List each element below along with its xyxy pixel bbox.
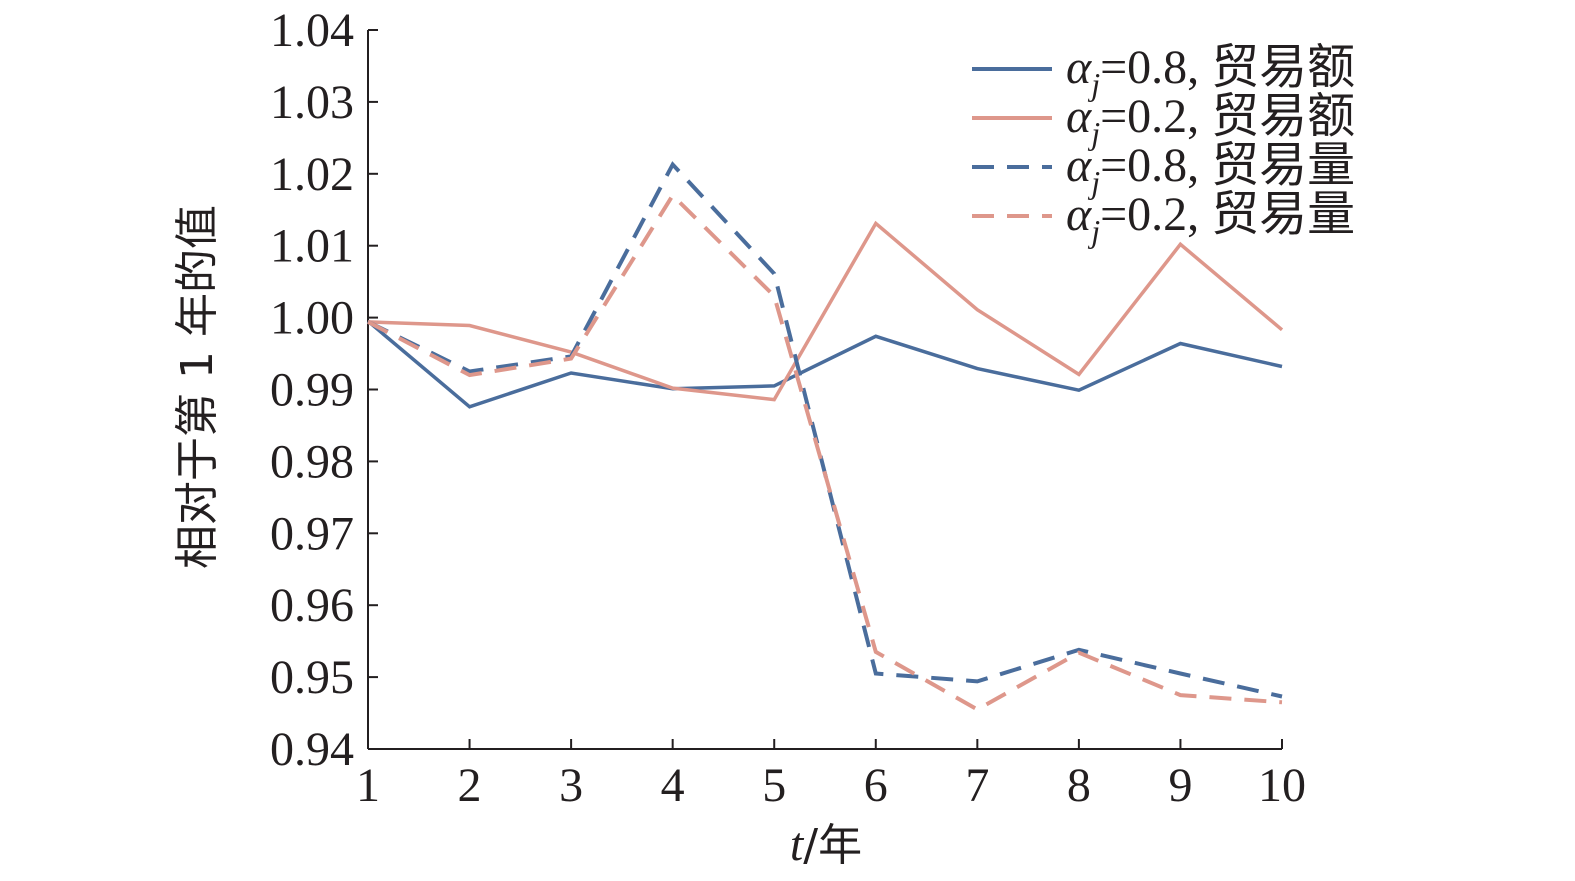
legend-label-2: αj=0.2, 贸易额 (1066, 90, 1355, 151)
x-axis-title-variable: t (790, 818, 805, 871)
x-tick-label: 7 (965, 759, 989, 812)
legend-label-4: αj=0.2, 贸易量 (1066, 188, 1355, 249)
y-tick-label: 1.00 (270, 292, 354, 345)
y-tick-label: 0.95 (270, 651, 354, 704)
legend-label-1: αj=0.8, 贸易额 (1066, 41, 1355, 102)
y-tick-label: 0.96 (270, 579, 354, 632)
y-tick-label: 1.02 (270, 148, 354, 201)
x-tick-label: 4 (661, 759, 685, 812)
legend-label-3: αj=0.8, 贸易量 (1066, 139, 1355, 200)
x-tick-label: 5 (762, 759, 786, 812)
x-axis-title: t/年 (790, 818, 862, 871)
y-tick-label: 0.98 (270, 435, 354, 488)
series-line-4 (367, 192, 1283, 712)
series-layer (366, 161, 1284, 712)
series-line-1 (366, 319, 1283, 409)
series-line-2 (367, 220, 1284, 402)
y-tick-label: 1.01 (270, 220, 354, 273)
series-line-3 (367, 161, 1283, 699)
x-tick-label: 9 (1168, 759, 1192, 812)
x-tick-label: 6 (864, 759, 888, 812)
x-tick-label: 8 (1067, 759, 1091, 812)
x-tick-label: 3 (559, 759, 583, 812)
x-tick-label: 2 (458, 759, 482, 812)
axes: 0.94 0.95 0.96 0.97 0.98 0.99 1.00 1.01 1.02 1.03… (270, 4, 1306, 812)
y-tick-label: 0.94 (270, 723, 354, 776)
y-tick-label: 1.03 (270, 76, 354, 129)
y-tick-label: 0.99 (270, 364, 354, 417)
x-tick-label: 10 (1258, 759, 1306, 812)
y-tick-label: 0.97 (270, 507, 354, 560)
y-axis-title: 相对于第 1 年的值 (172, 205, 223, 569)
x-axis-title-unit: /年 (803, 820, 862, 871)
x-tick-label: 1 (356, 759, 380, 812)
y-tick-label: 1.04 (270, 4, 354, 57)
